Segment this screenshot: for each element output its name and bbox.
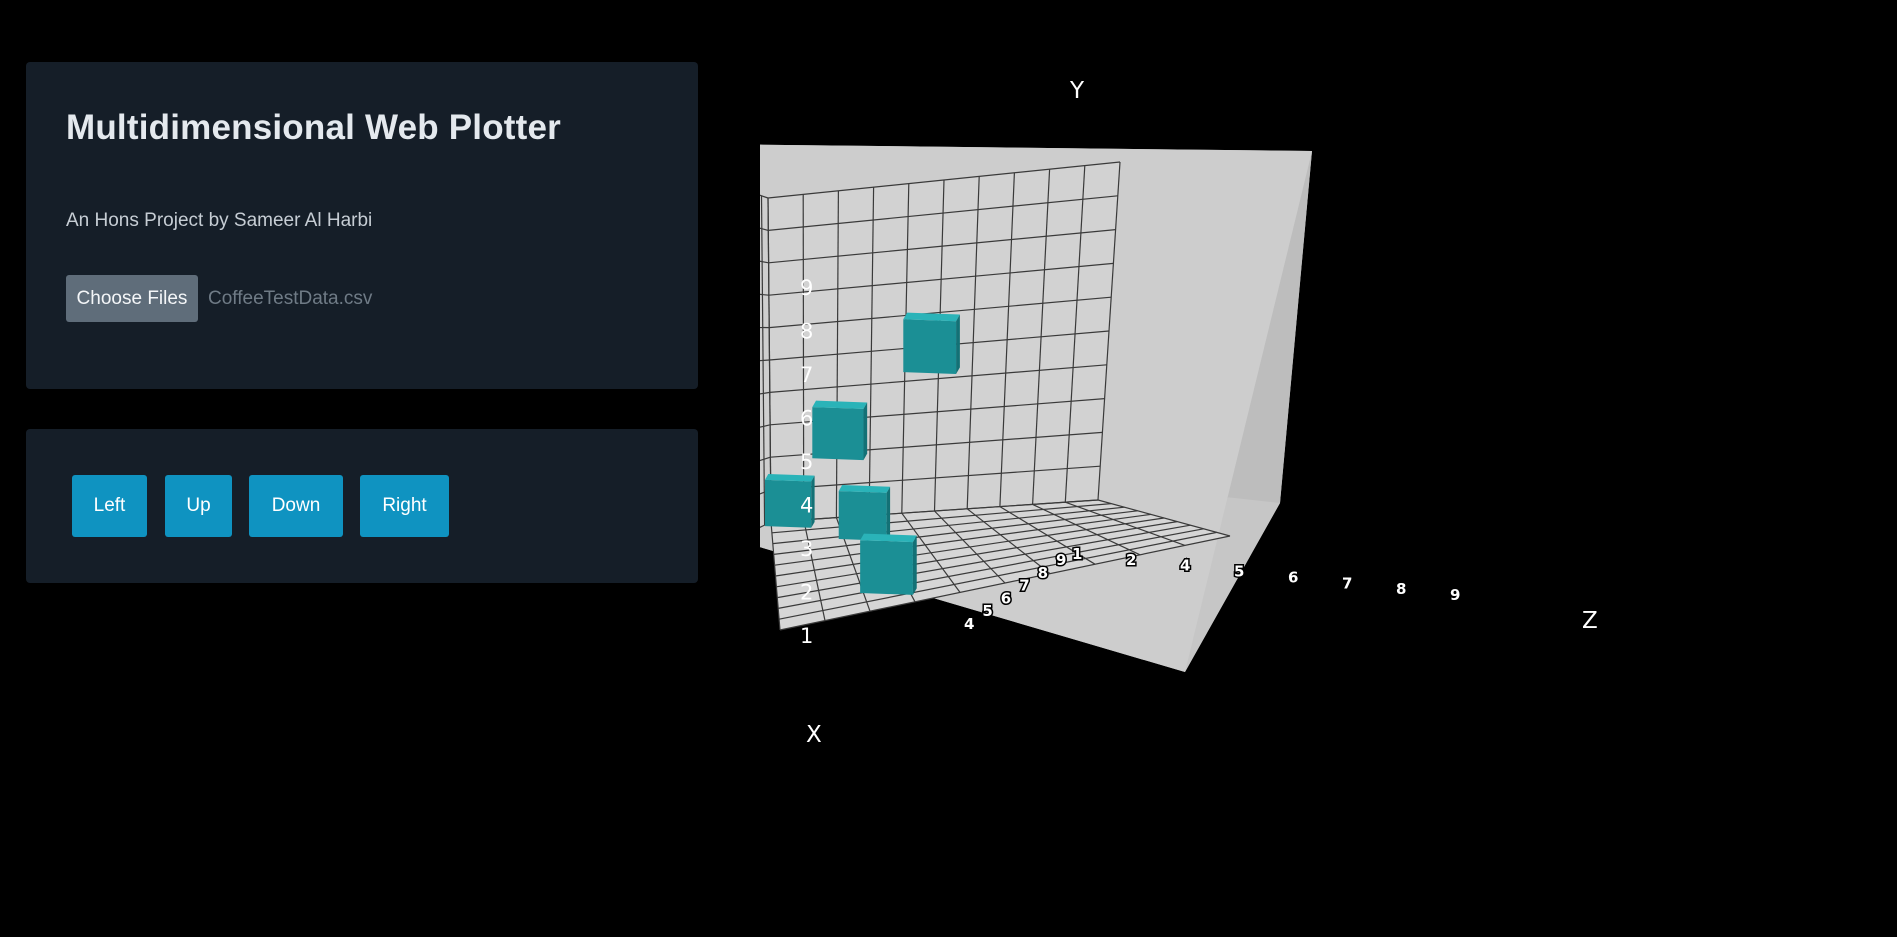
cube-front-face [860, 540, 913, 595]
grid-line [1097, 499, 1231, 537]
grid-line [1032, 503, 1141, 556]
z-floor-tick-label: 9 [1450, 586, 1460, 604]
grid-line [776, 521, 1178, 588]
header-panel: Multidimensional Web Plotter An Hons Pro… [26, 62, 698, 389]
y-tick-label: 5 [800, 450, 813, 474]
x-floor-tick-label: 5 [982, 602, 992, 620]
cube-side-face [912, 535, 917, 595]
y-tick-label: 3 [800, 537, 813, 561]
cube-top-face [838, 485, 891, 493]
grid-line [760, 195, 766, 526]
z-axis-label: Z [1582, 608, 1598, 634]
grid-line [966, 176, 980, 509]
grid-line [1064, 165, 1086, 503]
z-floor-tick-label: 5 [1234, 563, 1244, 581]
plot-grid [760, 161, 1231, 631]
grid-line [760, 521, 772, 528]
y-tick-label: 6 [800, 407, 813, 431]
cube-top-face [812, 400, 868, 409]
z-floor-tick-label: 4 [1180, 557, 1190, 575]
y-tick-label: 9 [800, 276, 813, 300]
grid-line [767, 197, 772, 523]
selected-file-name: CoffeeTestData.csv [208, 288, 373, 309]
cube-top-face [764, 473, 815, 482]
grid-line [999, 172, 1015, 507]
x-axis-label: X [806, 722, 822, 748]
grid-line [777, 524, 1191, 599]
x-floor-tick-label: 9 [1056, 551, 1066, 569]
cube-front-face [812, 407, 864, 461]
data-cube [860, 533, 917, 595]
x-floor-tick-label: 4 [964, 615, 974, 633]
z-floor-tick-label: 2 [1126, 551, 1136, 569]
z-floor-tick-label: 6 [1288, 568, 1298, 586]
y-tick-label: 1 [800, 624, 813, 648]
grid-line [1032, 169, 1051, 505]
y-tick-label: 2 [800, 581, 813, 605]
x-floor-tick-label: 7 [1019, 577, 1029, 595]
cube-top-face [860, 533, 917, 543]
camera-controls-panel: Left Up Down Right [26, 429, 698, 583]
cube-side-face [811, 475, 815, 528]
cube-front-face [903, 319, 957, 374]
z-floor-tick-label: 7 [1342, 574, 1352, 592]
page-subtitle: An Hons Project by Sameer Al Harbi [66, 210, 373, 231]
x-floor-tick-label: 6 [1001, 589, 1011, 607]
grid-line [1097, 161, 1121, 501]
grid-line [999, 506, 1096, 565]
y-tick-label: 4 [800, 494, 813, 518]
choose-files-button[interactable]: Choose Files [66, 275, 198, 322]
x-floor-tick-label: 8 [1038, 564, 1048, 582]
data-cube [903, 312, 960, 374]
right-button[interactable]: Right [360, 475, 449, 537]
grid-line [770, 499, 1099, 523]
cube-front-face [764, 479, 812, 528]
grid-line [779, 535, 1231, 631]
data-cube [838, 485, 891, 541]
y-axis-label: Y [1069, 78, 1085, 104]
cube-front-face [838, 491, 887, 541]
left-button[interactable]: Left [72, 475, 147, 537]
grid-line [966, 508, 1051, 575]
grid-line [769, 364, 1107, 393]
cube-top-face [903, 312, 960, 322]
grid-line [770, 465, 1101, 491]
grid-line [760, 489, 771, 495]
grid-line [778, 531, 1217, 620]
cube-side-face [863, 402, 868, 461]
y-tick-label: 7 [800, 363, 813, 387]
grid-line [1065, 501, 1186, 546]
z-floor-tick-label: 8 [1396, 580, 1406, 598]
y-tick-label: 8 [800, 320, 813, 344]
grid-line [775, 517, 1165, 577]
up-button[interactable]: Up [165, 475, 232, 537]
data-cube [812, 400, 868, 461]
cube-side-face [886, 486, 891, 541]
data-cube [764, 473, 815, 528]
page-title: Multidimensional Web Plotter [66, 108, 561, 147]
data-cubes [764, 312, 960, 595]
down-button[interactable]: Down [249, 475, 343, 537]
cube-side-face [956, 314, 960, 374]
y-axis-ticks: 1 2 3 4 5 6 7 8 9 [800, 276, 813, 648]
grid-line [778, 528, 1204, 609]
z-floor-tick-label: 1 [1072, 545, 1082, 563]
